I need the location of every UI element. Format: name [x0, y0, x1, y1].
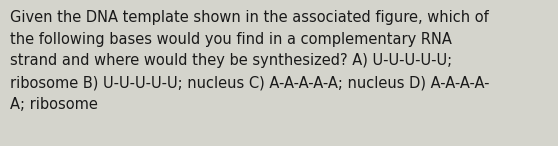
Text: Given the DNA template shown in the associated figure, which of
the following ba: Given the DNA template shown in the asso… [10, 10, 489, 112]
